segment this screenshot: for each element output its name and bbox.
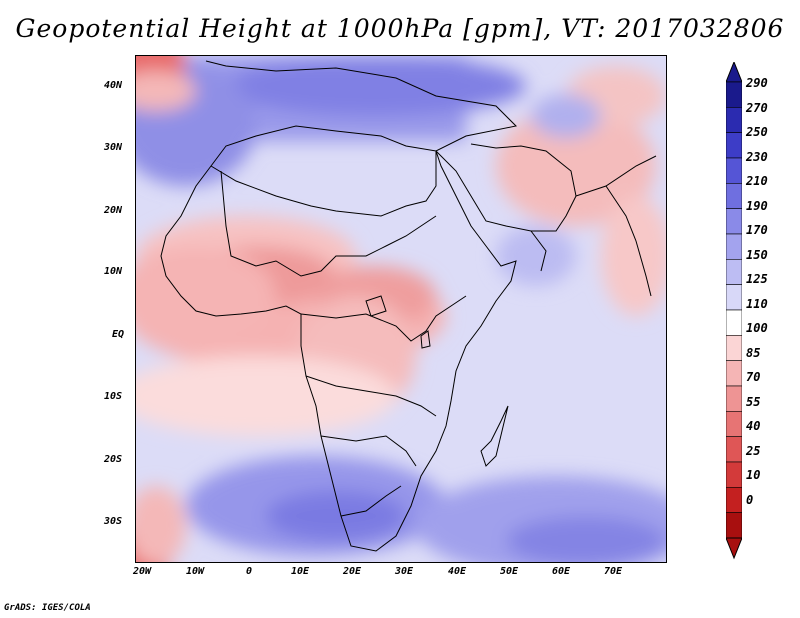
colorbar-top-arrow [726,62,742,83]
y-tick-EQ: EQ [112,329,125,340]
x-tick-10E: 10E [291,566,310,577]
y-tick-10N: 10N [104,266,123,277]
colorbar-box [726,335,742,361]
colorbar-label: 290 [746,76,768,90]
colorbar-label: 100 [746,321,768,335]
colorbar-label: 170 [746,223,768,237]
colorbar-label: 0 [746,492,754,507]
colorbar-label: 70 [746,370,761,384]
map-plot-area [135,55,667,563]
colorbar-label: 230 [746,149,768,164]
colorbar-label: 150 [746,247,768,262]
colorbar-box [726,284,742,311]
colorbar-label: 190 [746,198,768,213]
colorbar-box [726,81,742,108]
colorbar-label: 210 [746,174,768,188]
colorbar-box [726,107,742,133]
colorbar-bottom-arrow [726,537,742,560]
colorbar-box [726,157,742,184]
x-tick-50E: 50E [500,566,519,577]
colorbar-label: 40 [746,419,761,433]
x-tick-10W: 10W [186,566,205,577]
x-tick-70E: 70E [604,566,623,577]
colorbar-box [726,385,742,412]
y-tick-40N: 40N [104,80,123,91]
colorbar-label: 125 [746,272,768,286]
footer-credit: GrADS: IGES/COLA [4,603,91,613]
colorbar-box [726,360,742,387]
colorbar-label: 55 [746,394,761,409]
coastlines [160,60,657,552]
x-tick-60E: 60E [552,566,571,577]
x-tick-20W: 20W [133,566,152,577]
colorbar-label: 250 [746,125,768,139]
colorbar-box [726,487,742,513]
colorbar-label: 10 [746,468,761,482]
y-tick-10S: 10S [104,391,123,402]
colorbar-box [726,512,742,539]
colorbar-box [726,436,742,463]
x-tick-0: 0 [246,566,253,577]
colorbar-box [726,259,742,285]
x-tick-20E: 20E [343,566,362,577]
colorbar-box [726,208,742,235]
y-tick-20N: 20N [104,205,123,216]
geopotential-field [136,56,666,562]
colorbar-box [726,183,742,209]
colorbar-label: 25 [746,443,761,458]
y-tick-30S: 30S [104,516,123,527]
colorbar-box [726,461,742,488]
y-tick-30N: 30N [104,142,123,153]
colorbar-box [726,132,742,159]
colorbar-label: 110 [746,296,768,311]
colorbar [726,62,742,560]
colorbar-label: 85 [746,345,761,360]
x-tick-40E: 40E [448,566,467,577]
colorbar-label: 270 [746,100,768,115]
map-title: Geopotential Height at 1000hPa [gpm], VT… [15,14,785,43]
y-tick-20S: 20S [104,454,123,465]
colorbar-box [726,309,742,336]
colorbar-box [726,411,742,437]
colorbar-box [726,233,742,260]
x-tick-30E: 30E [395,566,414,577]
